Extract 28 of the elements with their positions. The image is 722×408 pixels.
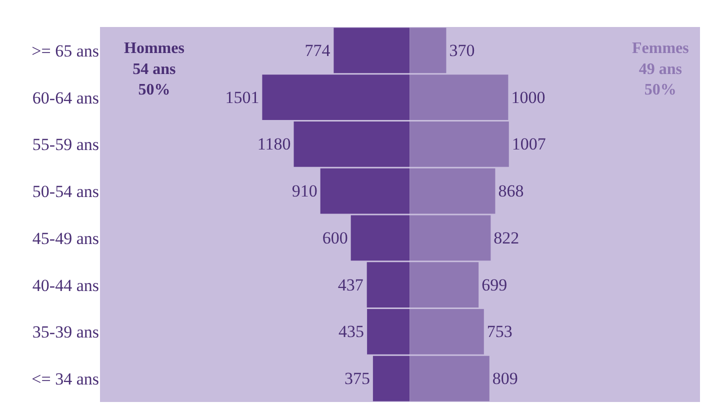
data-label: 1007 — [512, 134, 546, 154]
data-label: 437 — [338, 275, 364, 294]
y-tick-label: 60-64 ans — [32, 88, 99, 108]
text: Femmes — [632, 40, 689, 57]
y-tick-label: 55-59 ans — [32, 135, 99, 154]
annotation: 54 ans 50% — [132, 60, 176, 99]
data-label: 868 — [498, 182, 524, 201]
data-label: 910 — [292, 182, 318, 201]
data-label: 753 — [486, 322, 512, 342]
data-label: 1501 — [225, 88, 260, 107]
data-label: 1180 — [257, 134, 291, 154]
y-tick-label: >= 65 ans — [32, 41, 99, 60]
y-tick-label: 50-54 ans — [32, 182, 99, 202]
annotation: 49 ans 50% — [638, 60, 682, 99]
data-label: 375 — [344, 369, 370, 388]
data-label: 809 — [492, 369, 518, 388]
data-label: 1000 — [511, 88, 546, 107]
data-label: 774 — [304, 40, 331, 60]
y-tick-label: 45-49 ans — [32, 228, 99, 248]
data-label: 435 — [338, 322, 364, 342]
y-tick-label: <= 34 ans — [32, 370, 99, 389]
data-label: 699 — [482, 275, 508, 294]
y-tick-label: 35-39 ans — [32, 322, 99, 342]
text: Hommes — [124, 40, 184, 57]
y-tick-label: 40-44 ans — [32, 276, 99, 295]
data-label: 370 — [449, 40, 475, 60]
data-label: 600 — [322, 228, 348, 248]
data-label: 822 — [494, 228, 520, 248]
